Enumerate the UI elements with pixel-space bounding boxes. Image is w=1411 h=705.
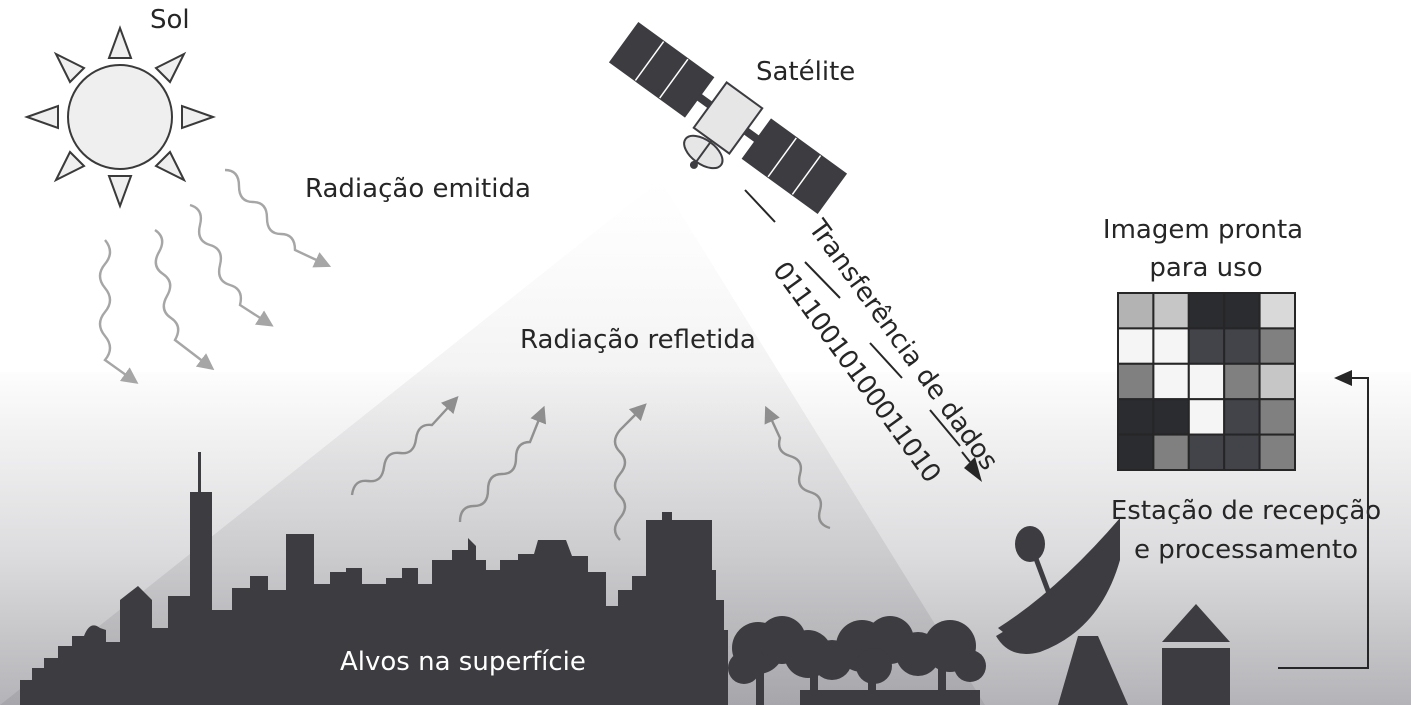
image-grid-cell — [1117, 362, 1155, 401]
sun-icon — [24, 25, 216, 209]
image-grid-cell — [1187, 398, 1226, 436]
satellite-dish-icon — [996, 518, 1128, 705]
surface-targets-label: Alvos na superfície — [340, 647, 586, 677]
image-grid-cell — [1258, 327, 1296, 365]
image-grid-cell — [1117, 433, 1155, 472]
image-title-line1: Imagem pronta — [1103, 215, 1303, 245]
satellite-icon — [608, 21, 848, 215]
city-skyline — [20, 452, 728, 705]
image-grid-cell — [1258, 433, 1296, 472]
image-grid-cell — [1187, 292, 1226, 330]
processing-station-house-icon — [1162, 604, 1230, 705]
trees-silhouette — [728, 616, 986, 705]
reflected-radiation-label: Radiação refletida — [520, 325, 756, 355]
station-label-line2: e processamento — [1134, 535, 1358, 565]
emitted-radiation-label: Radiação emitida — [305, 174, 531, 204]
image-grid-cell — [1187, 433, 1226, 472]
image-grid-cell — [1152, 362, 1190, 401]
image-grid-cell — [1223, 362, 1261, 401]
sun-label: Sol — [150, 5, 190, 35]
emitted-radiation-waves — [98, 168, 332, 384]
image-grid-cell — [1223, 398, 1261, 436]
image-grid-cell — [1258, 398, 1296, 436]
image-grid-cell — [1223, 292, 1261, 330]
image-title-line2: para uso — [1149, 253, 1262, 283]
data-transfer-arrow-icon — [964, 457, 982, 482]
station-label-line1: Estação de recepção — [1111, 496, 1381, 526]
image-grid-cell — [1187, 327, 1226, 365]
image-grid-cell — [1258, 292, 1296, 330]
image-grid-cell — [1223, 433, 1261, 472]
image-grid-cell — [1187, 362, 1226, 401]
image-grid-cell — [1152, 398, 1190, 436]
image-grid-cell — [1117, 292, 1155, 330]
image-grid-cell — [1117, 327, 1155, 365]
satellite-label: Satélite — [756, 57, 855, 87]
image-grid-cell — [1152, 292, 1190, 330]
image-grid-cell — [1223, 327, 1261, 365]
data-transfer-line — [744, 189, 971, 463]
image-grid-cell — [1152, 327, 1190, 365]
image-grid-cell — [1258, 362, 1296, 401]
image-grid-cell — [1117, 398, 1155, 436]
satellite-view-beam — [0, 180, 985, 705]
processed-image-grid — [1117, 292, 1296, 472]
processing-return-arrow — [1278, 377, 1369, 669]
processing-arrow-head-icon — [1334, 370, 1352, 386]
reflected-radiation-waves — [350, 396, 831, 541]
image-grid-cell — [1152, 433, 1190, 472]
